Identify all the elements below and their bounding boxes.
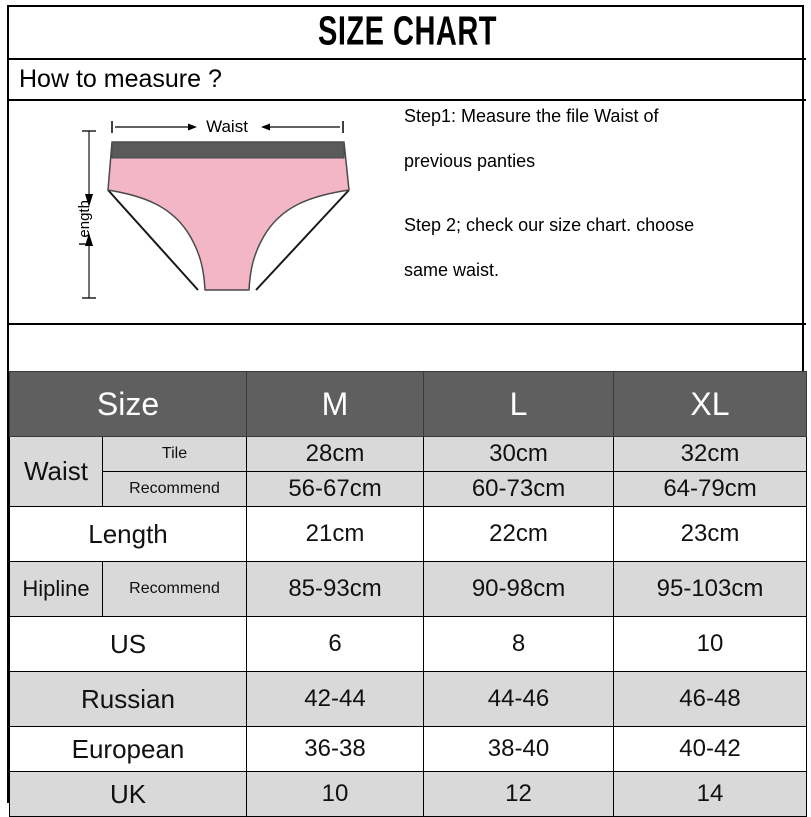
svg-text:Length: Length: [76, 200, 93, 246]
svg-text:Waist: Waist: [206, 117, 248, 136]
